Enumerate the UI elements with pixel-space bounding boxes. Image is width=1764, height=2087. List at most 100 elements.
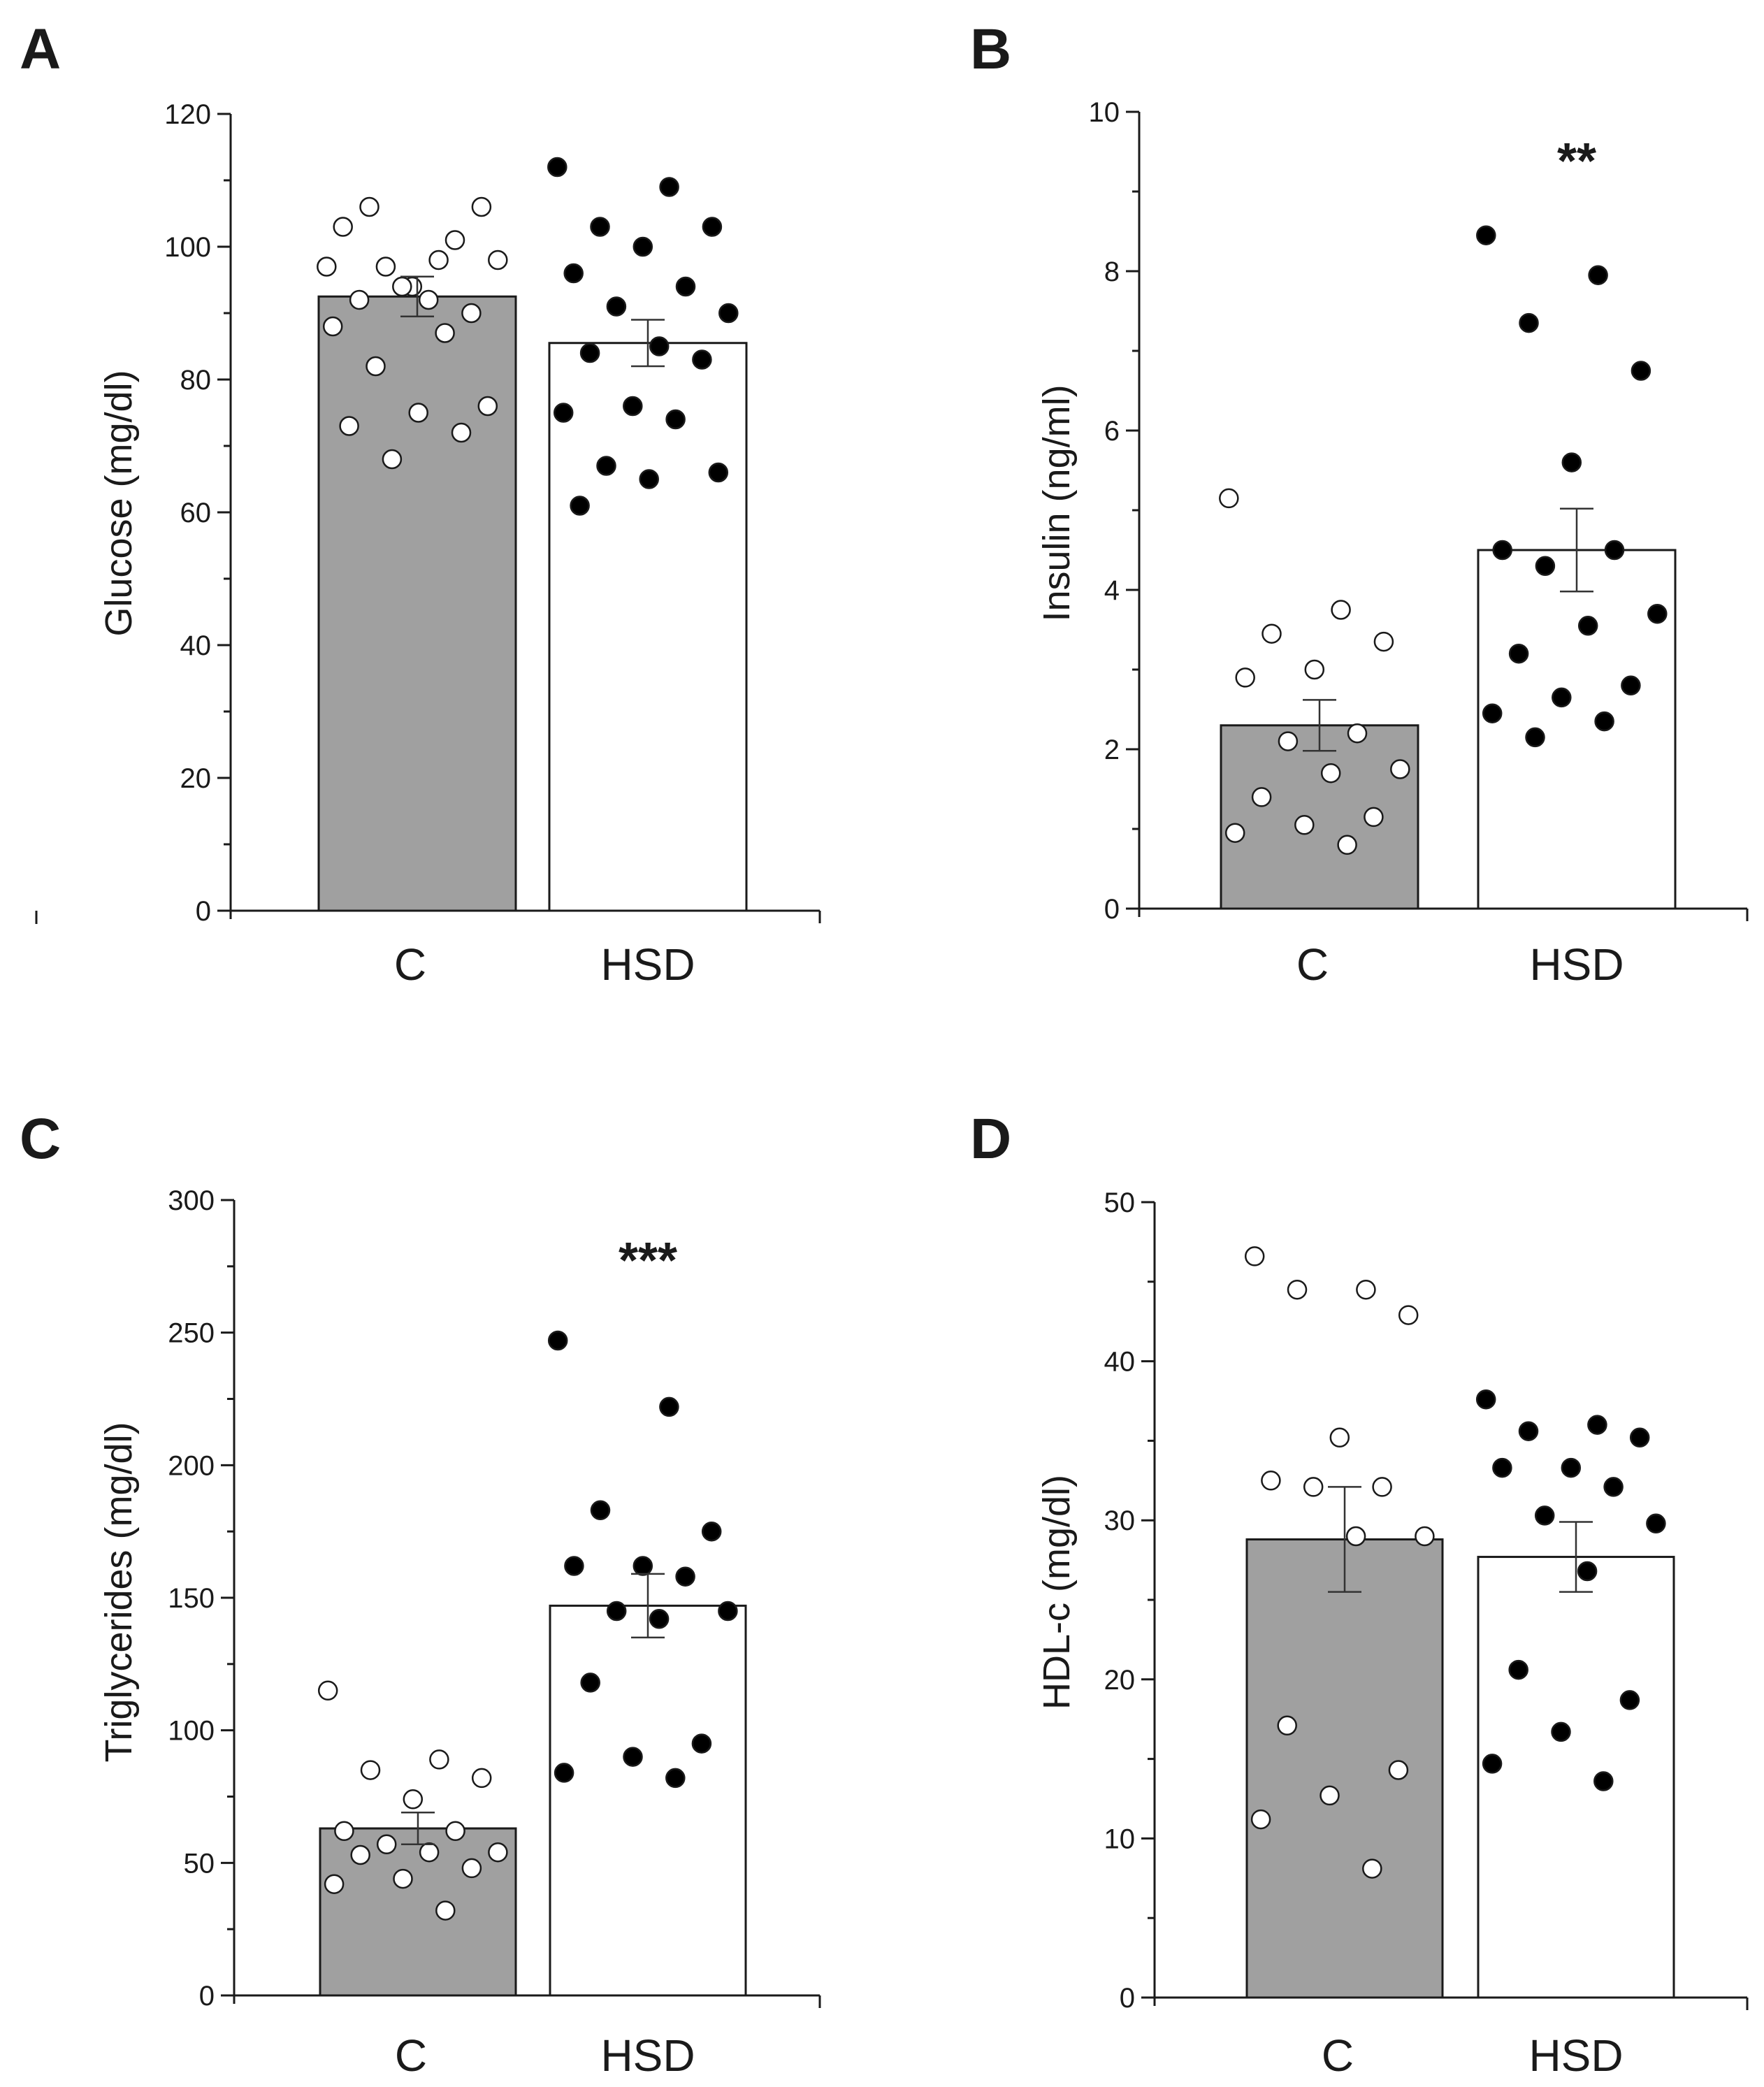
y-tick-label: 6: [1104, 416, 1120, 447]
data-point-c: [488, 250, 508, 270]
data-point-hsd: [563, 263, 584, 284]
x-category-label: HSD: [1529, 939, 1624, 990]
data-point-c: [366, 356, 386, 377]
data-point-hsd: [718, 303, 739, 324]
panel-a-y-axis-title: Glucose (mg/dl): [98, 370, 140, 636]
y-tick-label: 40: [180, 630, 212, 661]
data-point-hsd: [1535, 556, 1556, 577]
x-category-label: C: [395, 2030, 427, 2081]
y-tick-label: 50: [1104, 1187, 1136, 1218]
panel-b-plot: 0 2 4 6 8 10 C HSD **: [1089, 97, 1749, 990]
data-point-hsd: [665, 409, 686, 430]
data-point-c: [1219, 488, 1239, 509]
y-tick-label: 8: [1104, 257, 1120, 287]
data-point-hsd: [547, 1330, 568, 1351]
data-point-hsd: [701, 1521, 722, 1542]
panel-c: C Triglycerides (mg/dl) 0 50 100 150 200 250 3…: [20, 1107, 821, 2081]
panel-a: A Glucose (mg/dl) 0 20 40 60 80 100 120 C HSD: [20, 17, 821, 990]
data-point-c: [471, 196, 492, 217]
data-point-hsd: [590, 217, 610, 237]
panel-d-letter: D: [970, 1107, 1011, 1171]
x-category-label: HSD: [1528, 2030, 1623, 2081]
data-point-hsd: [596, 456, 616, 476]
data-point-c: [1278, 731, 1299, 751]
panel-d: D HDL-c (mg/dl) 0 10 20 30 40 50 C HSD: [970, 1107, 1749, 2081]
data-point-c: [1329, 1427, 1350, 1448]
data-point-c: [1356, 1279, 1376, 1300]
data-point-c: [461, 303, 482, 324]
data-point-hsd: [632, 236, 653, 257]
y-tick-label: 20: [180, 763, 212, 794]
data-point-hsd: [1588, 265, 1608, 285]
x-category-label: HSD: [600, 2030, 695, 2081]
bar-c: [1245, 1538, 1444, 1999]
data-point-c: [1261, 623, 1282, 644]
data-point-hsd: [1561, 1457, 1582, 1478]
data-point-hsd: [1646, 1513, 1666, 1534]
data-point-c: [1320, 1785, 1340, 1806]
data-point-c: [1362, 1858, 1382, 1879]
data-point-c: [1388, 1760, 1409, 1780]
data-point-c: [324, 1874, 345, 1894]
data-point-hsd: [1604, 540, 1625, 561]
panel-b: B Insulin (ng/ml) 0 2 4 6 8 10 C HSD **: [970, 17, 1749, 990]
x-category-label: HSD: [600, 939, 695, 990]
panel-c-plot: 0 50 100 150 200 250 300 C HSD ***: [168, 1185, 821, 2081]
y-tick-label: 4: [1104, 575, 1120, 606]
data-point-c: [445, 1821, 465, 1842]
data-point-hsd: [1577, 616, 1598, 636]
data-point-hsd: [639, 469, 659, 489]
data-point-c: [1235, 667, 1255, 688]
data-point-c: [1287, 1279, 1308, 1300]
bar-hsd: [549, 1604, 747, 1997]
data-point-hsd: [649, 336, 670, 356]
data-point-c: [334, 1821, 354, 1842]
data-point-c: [488, 1842, 508, 1863]
data-point-hsd: [649, 1609, 670, 1629]
data-point-hsd: [659, 177, 679, 197]
data-point-c: [1337, 835, 1357, 855]
y-tick-label: 10: [1104, 1824, 1136, 1854]
y-tick-label: 50: [184, 1848, 215, 1879]
data-point-c: [317, 257, 337, 277]
data-point-hsd: [554, 1763, 574, 1783]
y-tick-label: 100: [168, 1716, 215, 1747]
bar-c: [319, 1827, 517, 1997]
data-point-c: [1345, 1526, 1366, 1547]
data-point-c: [451, 422, 472, 443]
data-point-hsd: [659, 1396, 679, 1417]
data-point-c: [1303, 1477, 1324, 1497]
data-point-c: [477, 396, 498, 417]
data-point-c: [1250, 1809, 1271, 1830]
bar-hsd: [1477, 549, 1677, 910]
data-point-hsd: [675, 276, 696, 297]
data-point-c: [1364, 807, 1384, 828]
data-point-c: [1390, 759, 1410, 779]
bar-hsd: [548, 342, 748, 912]
data-point-hsd: [1594, 711, 1614, 732]
y-tick-label: 2: [1104, 735, 1120, 765]
significance-marker: **: [1557, 133, 1596, 189]
data-point-hsd: [1561, 452, 1582, 472]
data-point-c: [1304, 659, 1325, 680]
data-point-hsd: [1519, 312, 1539, 333]
y-tick-label: 250: [168, 1318, 215, 1349]
bar-hsd: [1477, 1556, 1675, 1999]
data-point-hsd: [718, 1601, 738, 1622]
data-point-c: [1320, 763, 1341, 783]
data-point-c: [392, 276, 412, 297]
data-point-hsd: [1476, 225, 1496, 245]
panel-b-letter: B: [970, 17, 1011, 81]
panel-d-y-axis-title: HDL-c (mg/dl): [1036, 1475, 1078, 1710]
data-point-c: [1373, 631, 1394, 652]
data-point-c: [382, 449, 403, 470]
y-tick-label: 0: [1104, 894, 1120, 925]
panel-d-plot: 0 10 20 30 40 50 C HSD: [1104, 1187, 1749, 2081]
y-tick-label: 300: [168, 1185, 215, 1216]
data-point-c: [322, 316, 343, 337]
data-point-hsd: [1492, 1457, 1512, 1478]
data-point-hsd: [570, 496, 590, 516]
y-tick-label: 0: [196, 896, 211, 927]
data-point-c: [359, 196, 379, 217]
